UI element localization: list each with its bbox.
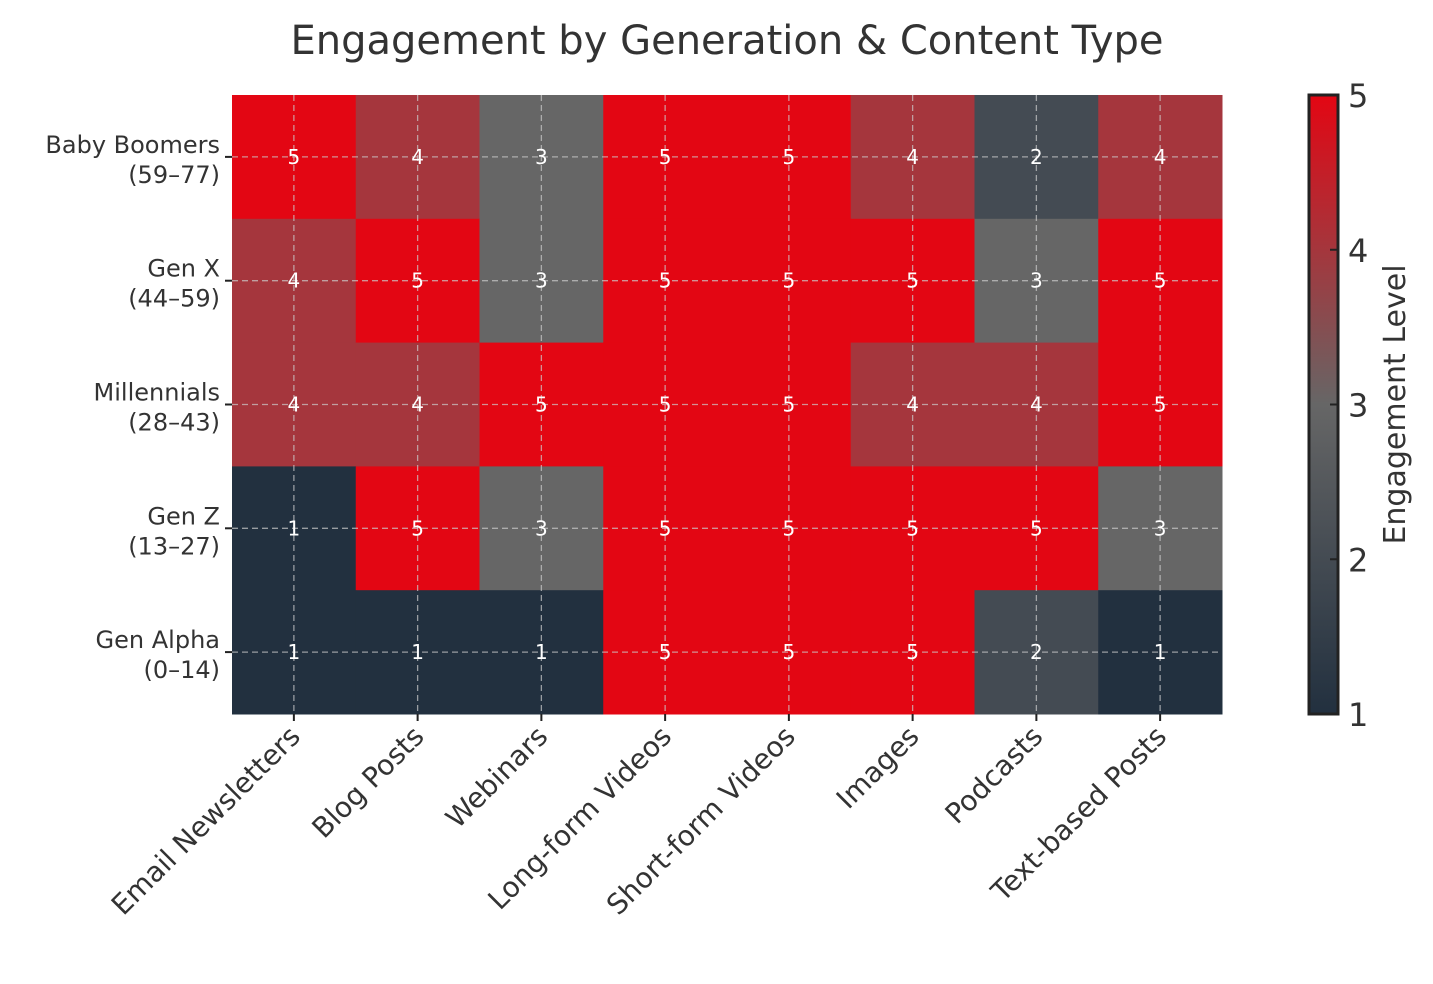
cell-value-label: 1 bbox=[411, 640, 424, 664]
cell-value-label: 5 bbox=[1154, 269, 1167, 293]
grid-lines bbox=[232, 95, 1222, 714]
cell-value-label: 3 bbox=[1154, 516, 1167, 540]
colorbar-tick-label: 4 bbox=[1348, 232, 1368, 270]
y-tick-label: (44–59) bbox=[128, 285, 220, 313]
cell-value-label: 1 bbox=[288, 640, 301, 664]
cell-value-label: 5 bbox=[783, 269, 796, 293]
x-tick-label: Email Newsletters bbox=[105, 720, 307, 922]
cell-value-label: 3 bbox=[535, 516, 548, 540]
cell-value-label: 5 bbox=[1030, 516, 1043, 540]
cell-value-label: 5 bbox=[288, 145, 301, 169]
cell-value-label: 5 bbox=[783, 516, 796, 540]
y-tick-label: (0–14) bbox=[143, 656, 220, 684]
x-tick-label: Webinars bbox=[439, 720, 554, 835]
colorbar-tick-label: 2 bbox=[1348, 541, 1368, 579]
cell-value-label: 4 bbox=[1154, 145, 1167, 169]
cell-value-label: 1 bbox=[535, 640, 548, 664]
colorbar-label: Engagement Level bbox=[1378, 264, 1413, 544]
cell-value-label: 5 bbox=[906, 269, 919, 293]
cell-value-label: 5 bbox=[659, 640, 672, 664]
cell-value-label: 4 bbox=[411, 145, 424, 169]
cell-value-label: 5 bbox=[411, 269, 424, 293]
cell-value-label: 1 bbox=[1154, 640, 1167, 664]
cell-value-label: 5 bbox=[659, 516, 672, 540]
y-tick-label: (59–77) bbox=[128, 161, 220, 189]
y-tick-label: Baby Boomers bbox=[45, 131, 220, 159]
cell-value-label: 3 bbox=[535, 145, 548, 169]
cell-labels: 5 4 3 5 5 4 2 4 4 5 3 5 5 5 3 5 4 4 5 5 5 4 4 5 1 5 3 5 5 5 5 3 1 1 1 5 5 5 2 1 bbox=[288, 145, 1167, 664]
chart-title: Engagement by Generation & Content Type bbox=[290, 18, 1163, 64]
x-tick-label: Podcasts bbox=[939, 720, 1050, 831]
cell-value-label: 4 bbox=[288, 393, 301, 417]
colorbar-tick-label: 5 bbox=[1348, 77, 1368, 115]
cell-value-label: 4 bbox=[1030, 393, 1043, 417]
cell-value-label: 4 bbox=[906, 393, 919, 417]
y-tick-label: Gen Alpha bbox=[96, 626, 220, 654]
cell-value-label: 3 bbox=[535, 269, 548, 293]
cell-value-label: 5 bbox=[535, 393, 548, 417]
colorbar-tick-label: 3 bbox=[1348, 387, 1368, 425]
cell-value-label: 3 bbox=[1030, 269, 1043, 293]
cell-value-label: 5 bbox=[659, 393, 672, 417]
colorbar: 1 2 3 4 5 Engagement Level bbox=[1307, 77, 1413, 734]
y-tick-label: Gen Z bbox=[147, 502, 220, 530]
cell-value-label: 5 bbox=[906, 640, 919, 664]
x-tick-label: Blog Posts bbox=[305, 720, 430, 845]
cell-value-label: 4 bbox=[288, 269, 301, 293]
y-tick-label: Gen X bbox=[147, 255, 220, 283]
y-axis: Baby Boomers(59–77) Gen X(44–59) Millennia… bbox=[45, 131, 232, 684]
cell-value-label: 2 bbox=[1030, 145, 1043, 169]
x-tick-label: Images bbox=[830, 720, 926, 816]
cell-value-label: 5 bbox=[659, 269, 672, 293]
colorbar-tick-label: 1 bbox=[1348, 696, 1368, 734]
cell-value-label: 5 bbox=[783, 393, 796, 417]
y-tick-label: (13–27) bbox=[128, 532, 220, 560]
cell-value-label: 2 bbox=[1030, 640, 1043, 664]
cell-value-label: 5 bbox=[906, 516, 919, 540]
cell-value-label: 5 bbox=[783, 145, 796, 169]
cell-value-label: 5 bbox=[411, 516, 424, 540]
cell-value-label: 5 bbox=[1154, 393, 1167, 417]
y-tick-label: (28–43) bbox=[128, 409, 220, 437]
cell-value-label: 5 bbox=[783, 640, 796, 664]
cell-value-label: 1 bbox=[288, 516, 301, 540]
cell-value-label: 5 bbox=[659, 145, 672, 169]
y-tick-label: Millennials bbox=[94, 379, 220, 407]
cell-value-label: 4 bbox=[906, 145, 919, 169]
cell-value-label: 4 bbox=[411, 393, 424, 417]
